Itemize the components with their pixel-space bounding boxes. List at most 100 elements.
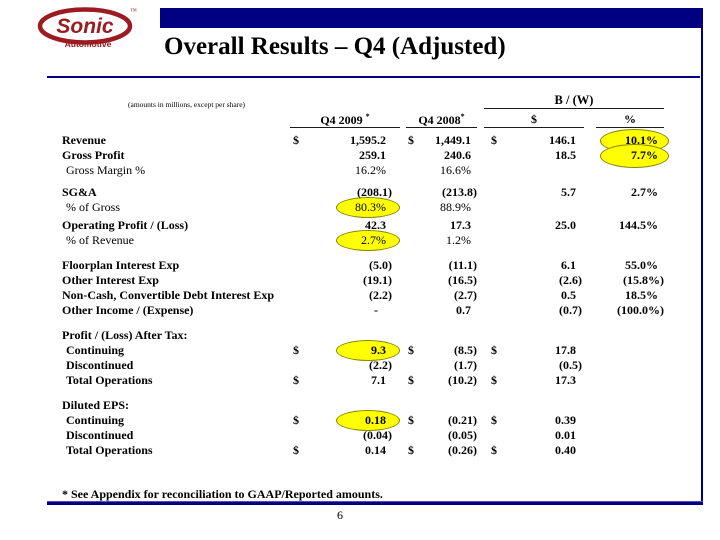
currency-symbol: $ (408, 343, 414, 357)
cell-value: - (374, 303, 378, 317)
cell-value: 16.6% (440, 163, 471, 177)
units-note: (amounts in millions, except per share) (128, 100, 246, 109)
cell-value: 42.3 (365, 218, 386, 232)
q4-2008-label: Q4 2008 (418, 113, 461, 127)
footnote-marker: * (365, 112, 370, 121)
row-label: Operating Profit / (Loss) (62, 218, 189, 232)
cell-value: (0.04) (363, 428, 392, 442)
cell-value: 2.7% (308, 230, 400, 251)
table-row: % of Gross 80.3% 88.9% (62, 197, 664, 218)
table-row: % of Revenue 2.7% 1.2% (62, 230, 664, 251)
cell-value: 0.40 (555, 443, 576, 457)
cell-value: 5.7 (561, 185, 576, 199)
cell-value: 17.3 (555, 373, 576, 387)
currency-symbol: $ (491, 413, 497, 427)
logo-sub-text: Automotive (65, 39, 112, 49)
cell-value: (0.7) (559, 303, 582, 317)
row-label: Other Income / (Expense) (62, 303, 194, 317)
column-header-bw-percent: % (624, 112, 636, 126)
q4-2009-underline (290, 127, 400, 128)
cell-value: 0.14 (365, 443, 386, 457)
table-row: Non-Cash, Convertible Debt Interest Exp (… (62, 288, 664, 303)
table-row: Discontinued (0.04) (0.05) 0.01 (62, 428, 664, 443)
table-row: SG&A (208.1) (213.8) 5.7 2.7% (62, 185, 664, 200)
row-label: Discontinued (66, 428, 134, 442)
cell-value: 0.01 (555, 428, 576, 442)
row-label: % of Gross (66, 200, 120, 214)
bw-percent-underline (596, 127, 664, 128)
row-label: % of Revenue (66, 233, 134, 247)
row-label: Profit / (Loss) After Tax: (62, 328, 188, 342)
cell-value: (11.1) (448, 258, 477, 272)
row-label: Other Interest Exp (62, 273, 159, 287)
row-label: Continuing (66, 413, 125, 427)
table-row: Operating Profit / (Loss) 42.3 17.3 25.0 144… (62, 218, 664, 233)
cell-value: (0.5) (559, 358, 582, 372)
table-row: Other Interest Exp (19.1) (16.5) (2.6) (15.8… (62, 273, 664, 288)
table-row: Total Operations $7.1 $ (10.2) $17.3 (62, 373, 664, 388)
title-underline (47, 76, 700, 78)
table-row: Continuing $9.3 $ (8.5) $17.8 (62, 340, 664, 361)
table-row: Other Income / (Expense) - 0.7 (0.7) (100.0%… (62, 303, 664, 318)
row-label: Discontinued (66, 358, 134, 372)
column-header-q4-2008: Q4 2008* (406, 112, 477, 128)
row-label: Total Operations (66, 443, 153, 457)
logo-brand-text: Sonic (56, 15, 113, 38)
row-label: SG&A (62, 185, 97, 199)
cell-value: (2.2) (369, 358, 392, 372)
cell-value: (8.5) (454, 343, 477, 357)
table-row: Floorplan Interest Exp (5.0) (11.1) 6.1 55.0… (62, 258, 664, 273)
cell-value: (100.0%) (617, 303, 664, 317)
cell-value: (2.6) (559, 273, 582, 287)
cell-value: 0.39 (555, 413, 576, 427)
cell-value: 0.5 (561, 288, 576, 302)
right-border (701, 8, 703, 504)
cell-value: 146.1 (549, 133, 576, 147)
currency-symbol: $ (293, 373, 299, 387)
cell-value: 0.7 (456, 303, 471, 317)
q4-2009-label: Q4 2009 (320, 113, 363, 127)
row-label: Continuing (66, 343, 125, 357)
bw-dollar-underline (484, 127, 584, 128)
column-header-q4-2009: Q4 2009 * (290, 112, 400, 128)
currency-symbol: $ (293, 343, 299, 357)
cell-value: (208.1) (357, 185, 392, 199)
currency-symbol: $ (491, 343, 497, 357)
results-table: Revenue $1,595.2 $1,449.1 $146.1 10.1% Gross … (62, 129, 669, 458)
cell-value: (0.26) (448, 443, 477, 457)
currency-symbol: $ (293, 443, 299, 457)
cell-value: (1.7) (454, 358, 477, 372)
currency-symbol: $ (491, 373, 497, 387)
cell-value: 55.0% (625, 258, 658, 272)
cell-value: 25.0 (555, 218, 576, 232)
top-navy-bar (160, 8, 703, 28)
cell-value: 2.7% (631, 185, 658, 199)
cell-value: (0.05) (448, 428, 477, 442)
cell-value: 1,595.2 (350, 133, 386, 147)
column-header-bw-dollar: $ (531, 112, 537, 126)
trademark-symbol: ™ (130, 7, 137, 15)
row-label: Floorplan Interest Exp (62, 258, 180, 272)
cell-value: 18.5 (555, 148, 576, 162)
table-row: Revenue $1,595.2 $1,449.1 $146.1 10.1% (62, 129, 669, 153)
cell-value: 7.1 (371, 373, 386, 387)
cell-value: 17.8 (555, 343, 576, 357)
cell-value: 240.6 (444, 148, 471, 162)
currency-symbol: $ (408, 443, 414, 457)
currency-symbol: $ (491, 133, 497, 147)
cell-value: (19.1) (363, 273, 392, 287)
cell-value: 18.5% (625, 288, 658, 302)
currency-symbol: $ (491, 443, 497, 457)
row-label: Total Operations (66, 373, 153, 387)
table-row: Gross Profit 259.1 240.6 18.5 7.7% (62, 144, 669, 168)
currency-symbol: $ (408, 413, 414, 427)
row-label: Non-Cash, Convertible Debt Interest Exp (62, 288, 275, 302)
cell-value: (0.21) (448, 413, 477, 427)
cell-value: 9.3 (308, 340, 400, 361)
currency-symbol: $ (293, 413, 299, 427)
q4-2008-underline (406, 127, 477, 128)
cell-value: 80.3% (308, 197, 400, 218)
cell-value: (16.5) (448, 273, 477, 287)
cell-value: 88.9% (440, 200, 471, 214)
